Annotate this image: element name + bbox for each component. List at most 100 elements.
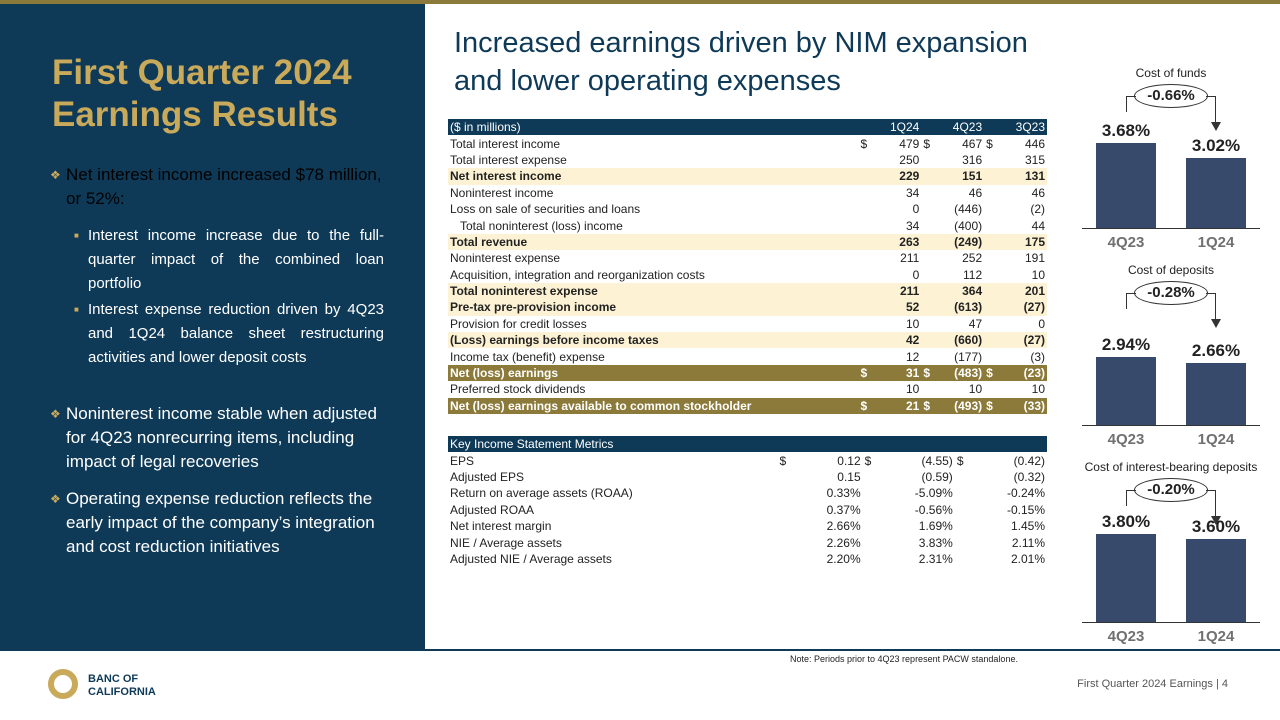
- dollar-sign: [858, 185, 876, 201]
- dollar-sign: [921, 217, 939, 233]
- row-value: -0.15%: [1006, 502, 1045, 517]
- connector-line: [1126, 490, 1136, 506]
- header-cell: [921, 119, 940, 136]
- row-value: (446): [954, 202, 983, 217]
- row-value: (0.42): [1013, 453, 1045, 468]
- dollar-sign: [858, 233, 877, 251]
- income-statement-table: ($ in millions) 1Q24 4Q23 3Q23 Total interes…: [448, 119, 1047, 415]
- header-cell: ($ in millions): [448, 119, 859, 136]
- change-badge: -0.20%: [1134, 478, 1208, 502]
- table-row: Provision for credit losses 10 47 0: [448, 316, 1047, 332]
- row-value: 0: [1038, 316, 1045, 331]
- row-label: Total revenue: [448, 233, 859, 251]
- table-row: Adjusted EPS 0.15 (0.59) (0.32): [448, 469, 1047, 485]
- table-row: Net interest income 229 151 131: [448, 168, 1047, 185]
- row-label: Net (loss) earnings available to common …: [448, 397, 859, 415]
- dollar-sign: $: [860, 136, 868, 151]
- dollar-sign: [858, 348, 876, 364]
- chart-baseline: [1082, 228, 1260, 229]
- header-cell: [862, 436, 881, 453]
- row-value: -0.24%: [1006, 486, 1045, 501]
- dollar-sign: [921, 348, 939, 364]
- dollar-sign: $: [986, 136, 993, 151]
- dollar-sign: [984, 282, 1003, 300]
- table-row: NIE / Average assets 2.26% 3.83% 2.11%: [448, 534, 1047, 550]
- bar-value: 2.94%: [1101, 334, 1151, 354]
- dollar-sign: [858, 201, 876, 217]
- left-panel: [0, 4, 425, 650]
- row-value: -5.09%: [914, 486, 953, 501]
- dollar-sign: [955, 551, 973, 567]
- header-cell: [954, 436, 973, 453]
- change-badge: -0.66%: [1134, 84, 1208, 108]
- dollar-sign: [921, 316, 939, 332]
- table-row: Net (loss) earnings available to common …: [448, 397, 1047, 415]
- table-row: Net (loss) earnings $31 $ (483) $ (23): [448, 364, 1047, 382]
- row-value: 250: [899, 152, 920, 167]
- header-cell: 4Q23: [939, 119, 985, 136]
- row-value: (27): [1002, 332, 1047, 349]
- row-value: 2.66%: [826, 519, 861, 534]
- bar-1Q24: [1186, 158, 1246, 228]
- row-value: 0.33%: [826, 486, 861, 501]
- row-label: Net (loss) earnings: [448, 364, 859, 382]
- row-label: NIE / Average assets: [450, 535, 562, 550]
- table-header-row: ($ in millions) 1Q24 4Q23 3Q23: [448, 119, 1047, 136]
- logo-text: BANC OF CALIFORNIA: [88, 673, 156, 698]
- x-label: 4Q23: [1107, 431, 1145, 448]
- row-label: EPS: [450, 453, 475, 468]
- row-value: 0.12: [837, 453, 861, 468]
- bar-4Q23: [1096, 356, 1156, 425]
- dollar-sign: [921, 168, 940, 185]
- row-value: (2): [1030, 202, 1045, 217]
- header-cell: [795, 436, 863, 453]
- row-label: Return on average assets (ROAA): [450, 486, 633, 501]
- header-cell: [972, 436, 1047, 453]
- row-value: 446: [1024, 136, 1045, 151]
- bar-value: 3.02%: [1191, 136, 1241, 156]
- row-value: 175: [1002, 233, 1047, 251]
- row-value: 364: [939, 282, 985, 300]
- dollar-sign: [858, 168, 877, 185]
- chart-title: Cost of deposits: [1127, 263, 1215, 277]
- top-rule: [0, 0, 1280, 4]
- dollar-sign: [984, 267, 1002, 283]
- dollar-sign: [863, 534, 881, 550]
- dollar-sign: $: [956, 453, 964, 468]
- table-row: Total noninterest expense 211 364 201: [448, 282, 1047, 300]
- change-badge: -0.28%: [1134, 281, 1208, 305]
- row-value: 201: [1002, 282, 1047, 300]
- row-label: Noninterest income: [450, 185, 554, 200]
- x-label: 4Q23: [1107, 234, 1145, 251]
- connector-arrow: [1206, 293, 1216, 321]
- dollar-sign: $: [921, 397, 940, 415]
- row-value: 211: [900, 251, 920, 266]
- x-label: 1Q24: [1197, 431, 1235, 448]
- header-cell: 1Q24: [876, 119, 922, 136]
- row-value: 47: [968, 316, 983, 331]
- x-label: 1Q24: [1197, 628, 1235, 645]
- row-value: 2.01%: [1010, 551, 1045, 566]
- row-value: 10: [968, 382, 983, 397]
- table-row: (Loss) earnings before income taxes 42 (66…: [448, 332, 1047, 349]
- dollar-sign: [984, 250, 1002, 266]
- dollar-sign: [984, 316, 1002, 332]
- connector-line: [1126, 96, 1136, 112]
- dollar-sign: [863, 485, 881, 501]
- dollar-sign: [778, 534, 796, 550]
- dollar-sign: [921, 381, 939, 397]
- dollar-sign: [921, 282, 940, 300]
- dollar-sign: [984, 299, 1003, 316]
- logo-icon: [48, 669, 78, 699]
- dollar-sign: $: [858, 397, 877, 415]
- row-value: 10: [905, 382, 920, 397]
- row-label: Loss on sale of securities and loans: [450, 202, 641, 217]
- bar-value: 3.80%: [1101, 512, 1151, 531]
- chart-baseline: [1082, 622, 1260, 623]
- table-row: Total interest income $479 $467 $446: [448, 135, 1047, 151]
- table-header-row: Key Income Statement Metrics: [448, 436, 1047, 453]
- row-value: (660): [939, 332, 985, 349]
- row-value: 10: [1031, 267, 1045, 282]
- row-value: (3): [1030, 349, 1045, 364]
- bar-value: 2.66%: [1191, 341, 1241, 361]
